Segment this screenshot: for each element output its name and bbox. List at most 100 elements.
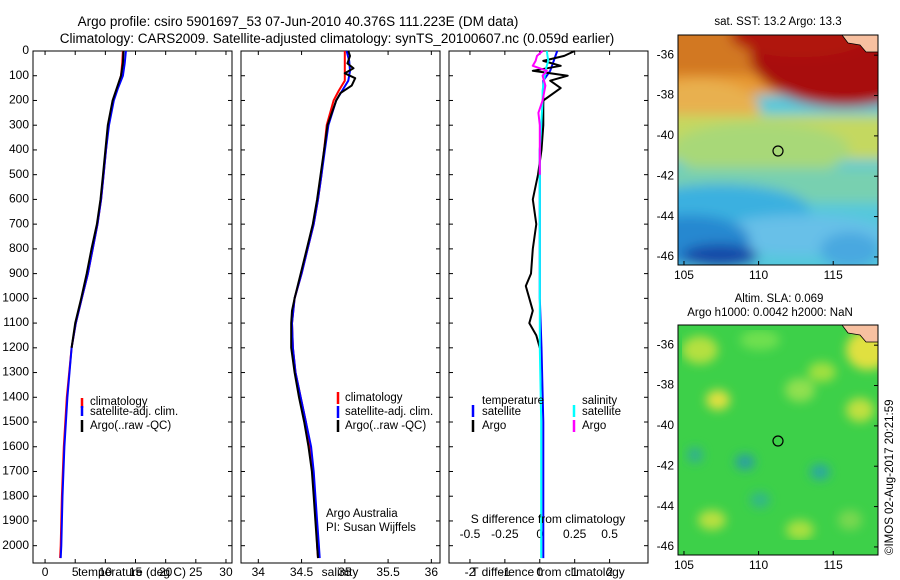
sst-y-tick-label: -36 [657,47,675,61]
depth-tick-label: 300 [9,117,29,131]
t-difference-x-label: T difference from climatology [471,565,625,579]
sla-y-tick-label: -42 [657,458,675,472]
legend-label-salinity-satellite: satellite [582,406,621,418]
sla-y-tick-label: -40 [657,418,675,432]
pi-credit: PI: Susan Wijffels [326,522,416,534]
depth-tick-label: 1000 [2,291,29,305]
salinity-series-argo-raw-qc [290,50,357,559]
salinity-x-tick-label: 36 [425,565,439,579]
sla-argo-location-marker [772,435,784,447]
difference-x-tick-label: 2 [606,565,613,579]
salinity-legend: climatology satellite-adj. clim. Argo(..… [336,392,433,432]
depth-tick-label: 0 [22,43,29,57]
depth-tick-label: 100 [9,68,29,82]
depth-tick-label: 1400 [2,389,29,403]
sla-x-tick-label: 105 [674,558,694,572]
depth-tick-label: 700 [9,216,29,230]
temperature-series-satellite-adj-clim [59,50,127,559]
temperature-series-climatology [59,50,124,559]
sst-x-tick-label: 110 [749,268,768,282]
legend-label-temperature-argo: Argo [482,420,506,432]
figure-title-line2: Climatology: CARS2009. Satellite-adjuste… [60,31,615,46]
depth-tick-label: 1200 [2,340,29,354]
legend-label-argo: Argo(..raw -QC) [90,420,171,432]
depth-tick-label: 200 [9,93,29,107]
sla-x-tick-label: 115 [824,558,843,572]
sst-y-tick-label: -40 [657,128,675,142]
salinity-series-climatology [291,51,346,559]
sla-heatmap [678,325,878,555]
temperature-series-argo-raw-qc [70,50,125,348]
sst-heatmap [678,35,878,265]
legend-title-temperature: temperature [482,395,544,407]
legend-label-temperature-satellite: satellite [482,406,521,418]
depth-tick-label: 400 [9,142,29,156]
legend-label-argo: Argo(..raw -QC) [345,420,426,432]
legend-title-salinity: salinity [582,395,617,407]
depth-tick-label: 900 [9,266,29,280]
temperature-legend: climatology satellite-adj. clim. Argo(..… [80,396,178,432]
s-difference-top-label: S difference from climatology [471,512,626,526]
depth-tick-label: 1500 [2,414,29,428]
sst-y-tick-label: -42 [657,168,675,182]
temperature-x-label: temperature (deg C) [78,565,186,579]
sla-y-tick-label: -38 [657,378,675,392]
imos-copyright: ©IMOS 02-Aug-2017 20:21:59 [884,399,896,555]
depth-tick-label: 1300 [2,365,29,379]
temperature-x-tick-label: 0 [42,565,49,579]
depth-tick-label: 800 [9,241,29,255]
sla-y-tick-label: -44 [657,499,675,513]
sla-map-title-line2: Argo h1000: 0.0042 h2000: NaN [687,307,853,319]
legend-label-satellite: satellite-adj. clim. [345,406,433,418]
sst-y-tick-label: -46 [657,249,675,263]
sst-map-frame [677,34,879,266]
difference-top-tick-label: -0.25 [491,527,519,541]
temperature-x-tick-label: 10 [99,565,113,579]
depth-tick-label: 600 [9,192,29,206]
difference-panel: -2 -1 0 1 2 -0.5 -0.25 0 0.25 0.5 [449,50,648,579]
sst-x-tick-label: 105 [674,268,694,282]
depth-tick-label: 1100 [3,315,29,329]
difference-panel-frame [448,50,649,564]
temperature-panel: 0100200300400500600700800900100011001200… [2,43,233,579]
salinity-x-tick-label: 35 [338,565,352,579]
salinity-panel-frame [240,50,441,564]
difference-x-tick-label: -1 [500,565,511,579]
sst-y-tick-label: -44 [657,209,675,223]
salinity-x-tick-label: 34.5 [290,565,314,579]
sla-y-tick-label: -46 [657,539,675,553]
salinity-panel: 34 34.5 35 35.5 36 [241,50,440,579]
difference-top-tick-label: 0 [536,527,543,541]
temperature-panel-frame [32,50,233,564]
sla-map-axes: 105 110 115 -36 -38 -40 -42 -44 -46 [657,337,878,572]
depth-tick-label: 1600 [2,439,29,453]
difference-x-tick-label: 0 [536,565,543,579]
difference-top-tick-label: -0.5 [460,527,481,541]
depth-tick-label: 1800 [2,488,29,502]
salinity-x-tick-label: 35.5 [376,565,400,579]
salinity-x-tick-label: 34 [252,565,266,579]
sla-map-frame [677,324,879,556]
difference-series-salinity-argo [531,50,548,175]
difference-x-tick-label: 1 [571,565,578,579]
salinity-x-label: salinity [322,565,359,579]
temperature-x-tick-label: 5 [72,565,79,579]
sst-map-title: sat. SST: 13.2 Argo: 13.3 [714,16,841,28]
legend-label-climatology: climatology [345,392,403,404]
argo-australia-credit: Argo Australia [326,508,398,520]
sst-argo-location-marker [772,145,784,157]
legend-label-satellite: satellite-adj. clim. [90,406,178,418]
temperature-x-tick-label: 25 [189,565,203,579]
sla-x-tick-label: 110 [749,558,768,572]
depth-tick-label: 500 [9,167,29,181]
legend-label-climatology: climatology [90,396,148,408]
difference-top-tick-label: 0.5 [601,527,618,541]
difference-legend: temperature salinity satellite Argo sate… [471,395,621,432]
sla-y-tick-label: -36 [657,337,675,351]
difference-top-tick-label: 0.25 [563,527,587,541]
temperature-x-tick-label: 30 [219,565,233,579]
temperature-x-tick-label: 20 [159,565,173,579]
sst-y-tick-label: -38 [657,88,675,102]
figure-title-line1: Argo profile: csiro 5901697_53 07-Jun-20… [78,14,519,29]
